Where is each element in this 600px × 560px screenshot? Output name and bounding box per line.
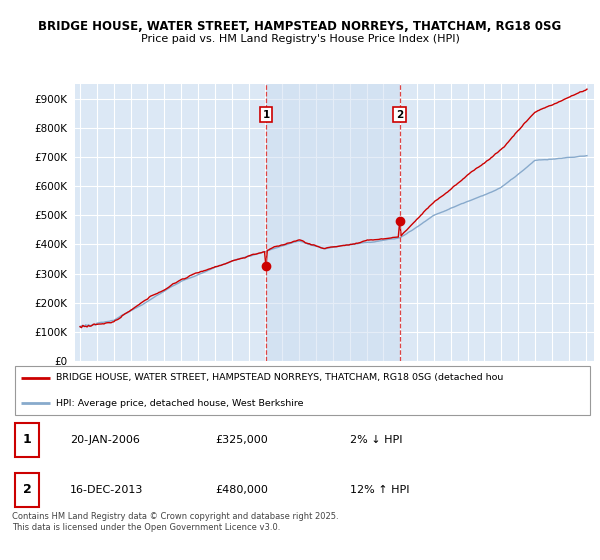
Text: 20-JAN-2006: 20-JAN-2006 — [70, 435, 140, 445]
FancyBboxPatch shape — [15, 366, 590, 415]
Text: Contains HM Land Registry data © Crown copyright and database right 2025.
This d: Contains HM Land Registry data © Crown c… — [12, 512, 338, 532]
Text: 16-DEC-2013: 16-DEC-2013 — [70, 485, 143, 495]
Text: 2: 2 — [396, 110, 403, 120]
FancyBboxPatch shape — [15, 473, 40, 507]
Text: 1: 1 — [263, 110, 270, 120]
Text: Price paid vs. HM Land Registry's House Price Index (HPI): Price paid vs. HM Land Registry's House … — [140, 34, 460, 44]
Text: 12% ↑ HPI: 12% ↑ HPI — [350, 485, 409, 495]
Text: 2% ↓ HPI: 2% ↓ HPI — [350, 435, 402, 445]
Text: BRIDGE HOUSE, WATER STREET, HAMPSTEAD NORREYS, THATCHAM, RG18 0SG (detached hou: BRIDGE HOUSE, WATER STREET, HAMPSTEAD NO… — [56, 374, 503, 382]
Text: £325,000: £325,000 — [216, 435, 268, 445]
Text: £480,000: £480,000 — [216, 485, 269, 495]
FancyBboxPatch shape — [15, 423, 40, 457]
Text: BRIDGE HOUSE, WATER STREET, HAMPSTEAD NORREYS, THATCHAM, RG18 0SG: BRIDGE HOUSE, WATER STREET, HAMPSTEAD NO… — [38, 20, 562, 32]
Text: 2: 2 — [23, 483, 32, 496]
Text: HPI: Average price, detached house, West Berkshire: HPI: Average price, detached house, West… — [56, 399, 303, 408]
Text: 1: 1 — [23, 433, 32, 446]
Bar — [266, 84, 400, 361]
